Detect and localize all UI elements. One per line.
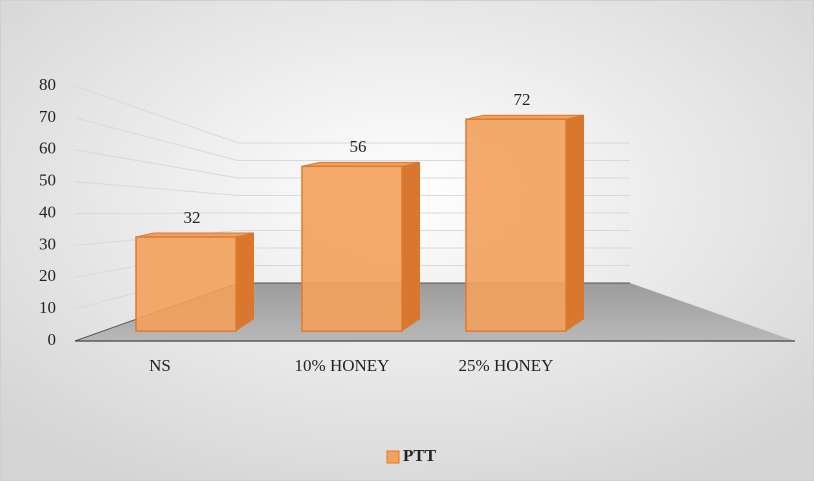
y-tick-label: 20	[39, 266, 56, 285]
legend-label: PTT	[403, 446, 437, 465]
y-tick-label: 60	[39, 139, 56, 158]
x-tick-label: NS	[149, 356, 171, 375]
y-tick-label: 0	[48, 330, 57, 349]
x-tick-label: 25% HONEY	[459, 356, 554, 375]
bar	[465, 118, 567, 332]
value-label: 32	[184, 208, 201, 227]
x-tick-label: 10% HONEY	[295, 356, 390, 375]
bar	[135, 236, 237, 332]
value-label: 56	[350, 137, 367, 156]
y-tick-label: 30	[39, 234, 56, 253]
bar-side	[566, 115, 584, 332]
bar	[301, 165, 403, 332]
y-tick-label: 10	[39, 298, 56, 317]
y-tick-label: 50	[39, 171, 56, 190]
y-tick-label: 80	[39, 75, 56, 94]
bar-side	[236, 232, 254, 332]
value-label: 72	[514, 90, 531, 109]
y-tick-label: 40	[39, 202, 56, 221]
y-tick-label: 70	[39, 107, 56, 126]
floor	[75, 283, 795, 341]
legend-swatch	[386, 450, 400, 464]
bar-side	[402, 162, 420, 332]
